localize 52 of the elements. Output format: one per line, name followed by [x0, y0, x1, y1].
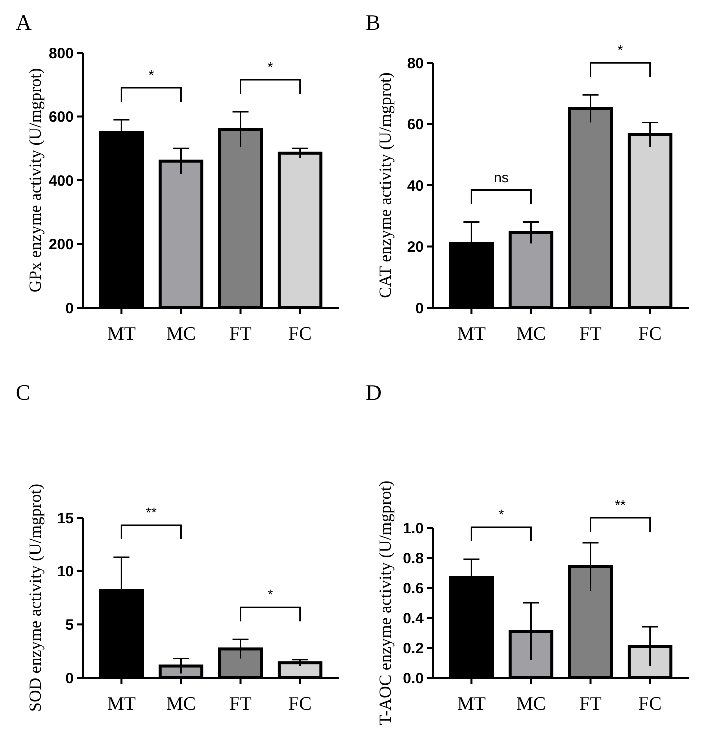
- annotation: *: [148, 66, 155, 83]
- chart-title: D: [366, 380, 382, 405]
- x-tick-label: FT: [580, 324, 602, 345]
- chart-title: A: [16, 10, 32, 35]
- y-axis-title: GPx enzyme activity (U/mgprot): [26, 68, 45, 293]
- y-tick-label: 600: [48, 109, 74, 126]
- y-tick-label: 60: [407, 116, 424, 134]
- y-axis-title: T-AOC enzyme activity (U/mgprot): [376, 480, 395, 726]
- annotation: ns: [494, 169, 509, 186]
- y-tick-label: 800: [48, 45, 74, 62]
- x-tick-label: FT: [230, 694, 252, 715]
- y-tick-label: 200: [48, 236, 74, 254]
- y-tick-label: 0.6: [403, 580, 424, 598]
- x-tick-label: MT: [457, 324, 486, 345]
- x-tick-label: FC: [638, 324, 662, 345]
- y-tick-label: 0: [416, 300, 424, 318]
- y-tick-label: 80: [407, 55, 424, 72]
- y-tick-label: 0.2: [403, 640, 424, 658]
- chart-title: C: [16, 380, 31, 405]
- y-tick-label: 10: [57, 564, 74, 581]
- y-tick-label: 0.0: [403, 670, 424, 688]
- x-tick-label: FC: [288, 324, 312, 345]
- x-tick-label: MT: [457, 694, 486, 715]
- y-tick-label: 0.8: [403, 550, 424, 568]
- annotation: *: [268, 586, 274, 603]
- text: **: [615, 497, 627, 513]
- y-tick-label: 5: [66, 616, 74, 634]
- y-tick-label: 0: [66, 300, 74, 318]
- x-tick-label: FC: [638, 694, 662, 715]
- x-tick-label: MC: [516, 694, 546, 715]
- x-tick-label: MT: [107, 324, 136, 345]
- x-tick-label: MC: [166, 694, 196, 715]
- y-tick-label: 15: [57, 510, 74, 528]
- y-tick-label: 400: [48, 172, 74, 190]
- x-tick-label: MC: [516, 324, 546, 345]
- y-tick-label: 0: [66, 670, 74, 688]
- annotation: **: [146, 504, 158, 520]
- text: *: [618, 42, 624, 58]
- y-axis-title: CAT enzyme activity (U/mgprot): [376, 72, 395, 298]
- annotation: *: [268, 58, 274, 75]
- y-axis-title: SOD enzyme activity (U/mgprot): [26, 484, 45, 712]
- x-tick-label: FT: [580, 694, 602, 715]
- text: *: [498, 506, 505, 522]
- y-tick-label: 1.0: [403, 520, 424, 538]
- y-tick-label: 20: [407, 239, 424, 256]
- y-tick-label: 0.4: [403, 610, 425, 628]
- x-tick-label: MT: [107, 694, 136, 715]
- x-tick-label: FT: [230, 324, 252, 345]
- chart-title: B: [366, 10, 381, 35]
- x-tick-label: MC: [166, 324, 196, 345]
- x-tick-label: FC: [288, 694, 312, 715]
- y-tick-label: 40: [407, 178, 424, 195]
